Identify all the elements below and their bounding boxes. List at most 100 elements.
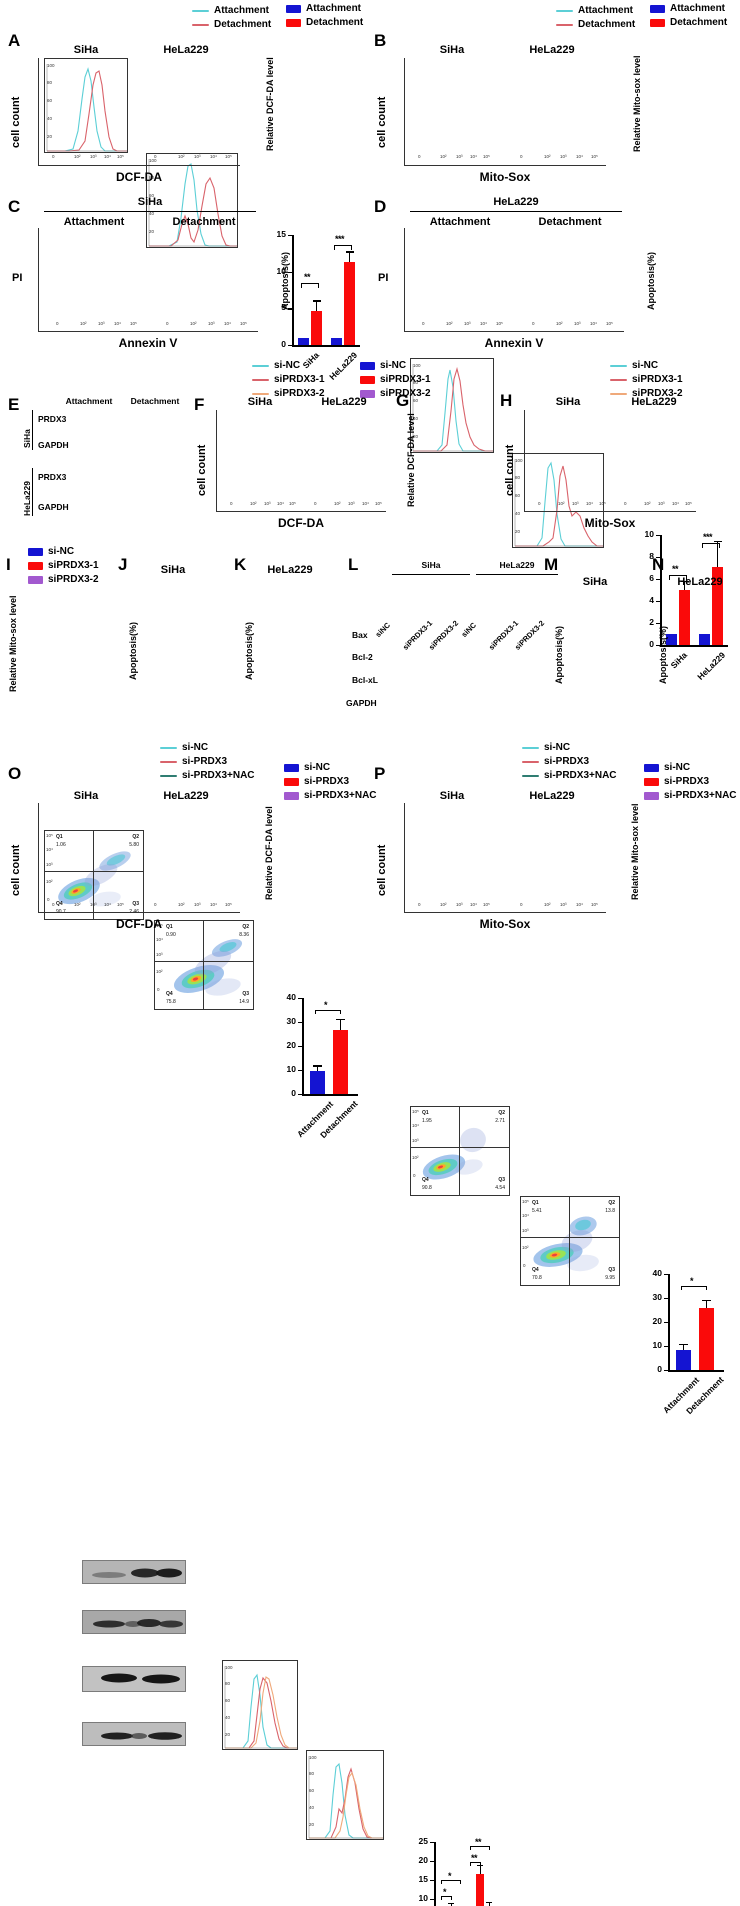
axis-label-cell-count: cell count <box>376 72 388 148</box>
chart-title-hela-P: HeLa229 <box>506 790 598 802</box>
hist-A-siha-xticks: 0 10² 10³ 10⁴ 10⁵ <box>44 153 128 165</box>
xtick-label: HeLa229 <box>324 350 359 385</box>
significance-stars: * <box>324 1000 327 1010</box>
ytick-label: 30 <box>644 1292 662 1302</box>
legend-line-icon <box>522 775 539 777</box>
axis-label-apoptosis-K: Apoptosis(%) <box>244 600 254 680</box>
blot-L-lane-label: siNC <box>374 609 404 639</box>
axis-line-y-D <box>404 228 405 332</box>
subtitle-attachment-D: Attachment <box>410 216 510 228</box>
quadrant-label-q2: Q2 <box>608 1200 615 1206</box>
legend-line-icon <box>252 365 269 367</box>
hist-B-siha-xticks: 0 10² 10³ 10⁴ 10⁵ <box>410 153 494 165</box>
chart-title-hela-O: HeLa229 <box>140 790 232 802</box>
axis-label-annexin-D: Annexin V <box>404 336 624 350</box>
barchart-A: 0 5 10 15 ** *** SiHa HeLa229 <box>292 235 360 345</box>
legend-item: Attachment <box>286 3 363 14</box>
hist-F-hela-xticks: 0 10² 10³ 10⁴ 10⁵ <box>306 500 384 510</box>
legend-label: si-PRDX3 <box>182 756 227 767</box>
barchart-G: 0 5 10 15 20 25 * * ** ** SiHa HeLa229 <box>434 1842 494 1906</box>
significance-stars: *** <box>703 532 712 542</box>
barchart-D: 0 10 20 30 40 * Attachment Detachment <box>668 1274 724 1370</box>
ytick-label: 0 <box>640 639 654 649</box>
axis-label-apoptosis-M: Apoptosis(%) <box>554 608 564 684</box>
bar-siprdx31-hela <box>476 1874 484 1906</box>
legend-swatch-icon <box>644 778 659 786</box>
bar-attachment <box>310 1071 325 1094</box>
legend-label: Detachment <box>578 19 635 30</box>
ytick-label: 0 <box>268 339 286 349</box>
axis-label-apoptosis-J: Apoptosis(%) <box>128 600 138 680</box>
blot-E-header-detachment: Detachment <box>124 396 186 406</box>
axis-label-mito-sox-B: Mito-Sox <box>404 170 606 184</box>
quadrant-label-q4: Q4 <box>532 1267 539 1273</box>
blot-E-protein-prdx3-hela: PRDX3 <box>38 472 66 482</box>
panel-letter-C: C <box>8 198 20 215</box>
legend-swatch-icon <box>284 778 299 786</box>
ytick-label: 20 <box>644 1316 662 1326</box>
barchart-C: 0 10 20 30 40 * Attachment Detachment <box>302 998 358 1094</box>
axis-label-pi-D: PI <box>378 272 388 284</box>
legend-B-line: Attachment Detachment <box>556 5 635 30</box>
legend-line-icon <box>610 365 627 367</box>
legend-O-line: si-NC si-PRDX3 si-PRDX3+NAC <box>160 742 255 781</box>
histogram-F-siha: 100 80 60 40 20 <box>222 1660 298 1750</box>
legend-item: si-PRDX3 <box>644 776 737 787</box>
legend-item: si-PRDX3+NAC <box>644 790 737 801</box>
subtitle-detachment-C: Detachment <box>154 216 254 228</box>
scatter-D-attachment: Q1 1.95 Q2 2.71 Q4 90.8 Q3 4.54 10⁵ 10⁴ … <box>410 1106 510 1196</box>
band-image <box>83 1611 186 1634</box>
significance-stars: ** <box>672 564 678 574</box>
panel-letter-K: K <box>234 556 246 573</box>
legend-swatch-icon <box>284 764 299 772</box>
axis-line-y-F <box>216 410 217 512</box>
blot-E-protein-prdx3-siha: PRDX3 <box>38 414 66 424</box>
legend-swatch-icon <box>650 5 665 13</box>
legend-label: si-NC <box>632 360 658 371</box>
legend-label: si-NC <box>48 546 74 557</box>
quadrant-label-q2: Q2 <box>242 924 249 930</box>
panel-letter-I: I <box>6 556 11 573</box>
histogram-curves <box>307 1751 385 1841</box>
axis-line-y-C <box>38 228 39 332</box>
ytick-label: 0 <box>280 1088 296 1098</box>
legend-line-icon <box>192 24 209 26</box>
ytick-label: 25 <box>410 1836 428 1846</box>
panel-letter-A: A <box>8 32 20 49</box>
legend-line-icon <box>610 393 627 395</box>
bar-detachment-siha <box>679 590 690 646</box>
legend-item: Attachment <box>192 5 271 16</box>
quadrant-label-q3: Q3 <box>242 991 249 997</box>
legend-label: si-NC <box>304 762 330 773</box>
legend-swatch-icon <box>286 5 301 13</box>
ytick-label: 10 <box>278 1064 296 1074</box>
quadrant-label-q2: Q2 <box>132 834 139 840</box>
legend-item: siPRDX3-1 <box>252 374 325 385</box>
legend-label: si-NC <box>544 742 570 753</box>
axis-label-apoptosis-N: Apoptosis(%) <box>658 608 668 684</box>
legend-line-icon <box>556 24 573 26</box>
legend-label: si-NC <box>182 742 208 753</box>
bar-detachment-hela <box>344 262 355 345</box>
legend-O-bar: si-NC si-PRDX3 si-PRDX3+NAC <box>284 762 377 801</box>
chart-title-siha: SiHa <box>44 44 128 56</box>
legend-line-icon <box>252 393 269 395</box>
hist-A-hela-xticks: 0 10² 10³ 10⁴ 10⁵ <box>146 153 238 165</box>
significance-stars: * <box>443 1887 446 1897</box>
chart-title-hela: HeLa229 <box>506 44 598 56</box>
legend-label: Attachment <box>670 3 725 14</box>
axis-label-rel-dcf-A: Relative DCF-DA level <box>265 55 275 151</box>
legend-item: si-NC <box>522 742 617 753</box>
ytick-label: 10 <box>410 1893 428 1903</box>
quadrant-value-q1: 0.90 <box>166 932 176 938</box>
blot-band-E-gapdh-hela <box>82 1722 186 1746</box>
bar-attachment-hela <box>699 634 710 645</box>
chart-title-hela: HeLa229 <box>140 44 232 56</box>
legend-label: siPRDX3-1 <box>48 560 99 571</box>
quadrant-value-q2: 8.36 <box>239 932 249 938</box>
quadrant-value-q3: 14.9 <box>239 999 249 1005</box>
axis-label-cell-count: cell count <box>10 72 22 148</box>
band-image <box>83 1723 186 1746</box>
panel-letter-E: E <box>8 396 19 413</box>
quadrant-label-q4: Q4 <box>422 1177 429 1183</box>
